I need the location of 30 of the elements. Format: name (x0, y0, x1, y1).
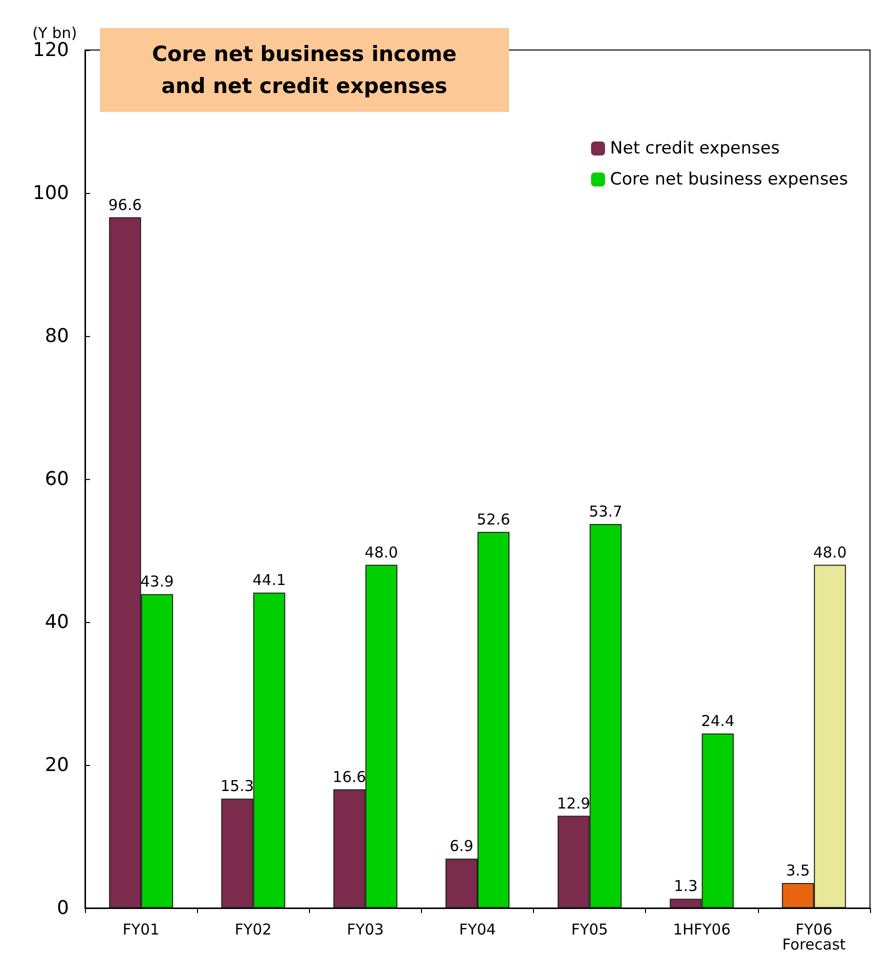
y-tick-label: 0 (56, 897, 69, 919)
data-label: 48.0 (813, 543, 847, 562)
title-panel: Core net business income and net credit expenses (100, 28, 509, 112)
data-label: 43.9 (140, 572, 174, 591)
data-label: 16.6 (332, 768, 366, 786)
y-tick-label: 60 (44, 468, 69, 490)
data-label: 44.1 (252, 571, 286, 590)
y-tick-label: 40 (44, 611, 69, 633)
data-label: 3.5 (786, 861, 810, 880)
data-label: 96.6 (108, 196, 142, 214)
y-tick-label: 20 (44, 754, 69, 776)
x-tick-label: FY03 (346, 920, 384, 938)
data-label: 15.3 (220, 777, 254, 796)
data-label: 6.9 (450, 837, 474, 856)
x-tick-label: FY06 Forecast (782, 920, 846, 954)
y-tick-label: 100 (32, 182, 69, 204)
data-label: 48.0 (364, 543, 398, 562)
data-label: 24.4 (701, 712, 734, 730)
legend-label: Net credit expenses (610, 138, 780, 158)
x-tick-label: FY02 (234, 920, 272, 938)
x-tick-label: 1HFY06 (672, 920, 731, 938)
data-label: 1.3 (674, 877, 698, 896)
y-tick-label: 80 (44, 325, 69, 347)
x-tick-label: FY04 (459, 920, 496, 938)
x-tick-label: FY05 (571, 920, 608, 938)
legend-label: Core net business expenses (610, 170, 848, 190)
x-tick-label: FY01 (122, 920, 160, 938)
data-label: 52.6 (476, 510, 510, 528)
data-label: 53.7 (588, 502, 622, 521)
data-label: 12.9 (556, 794, 590, 812)
